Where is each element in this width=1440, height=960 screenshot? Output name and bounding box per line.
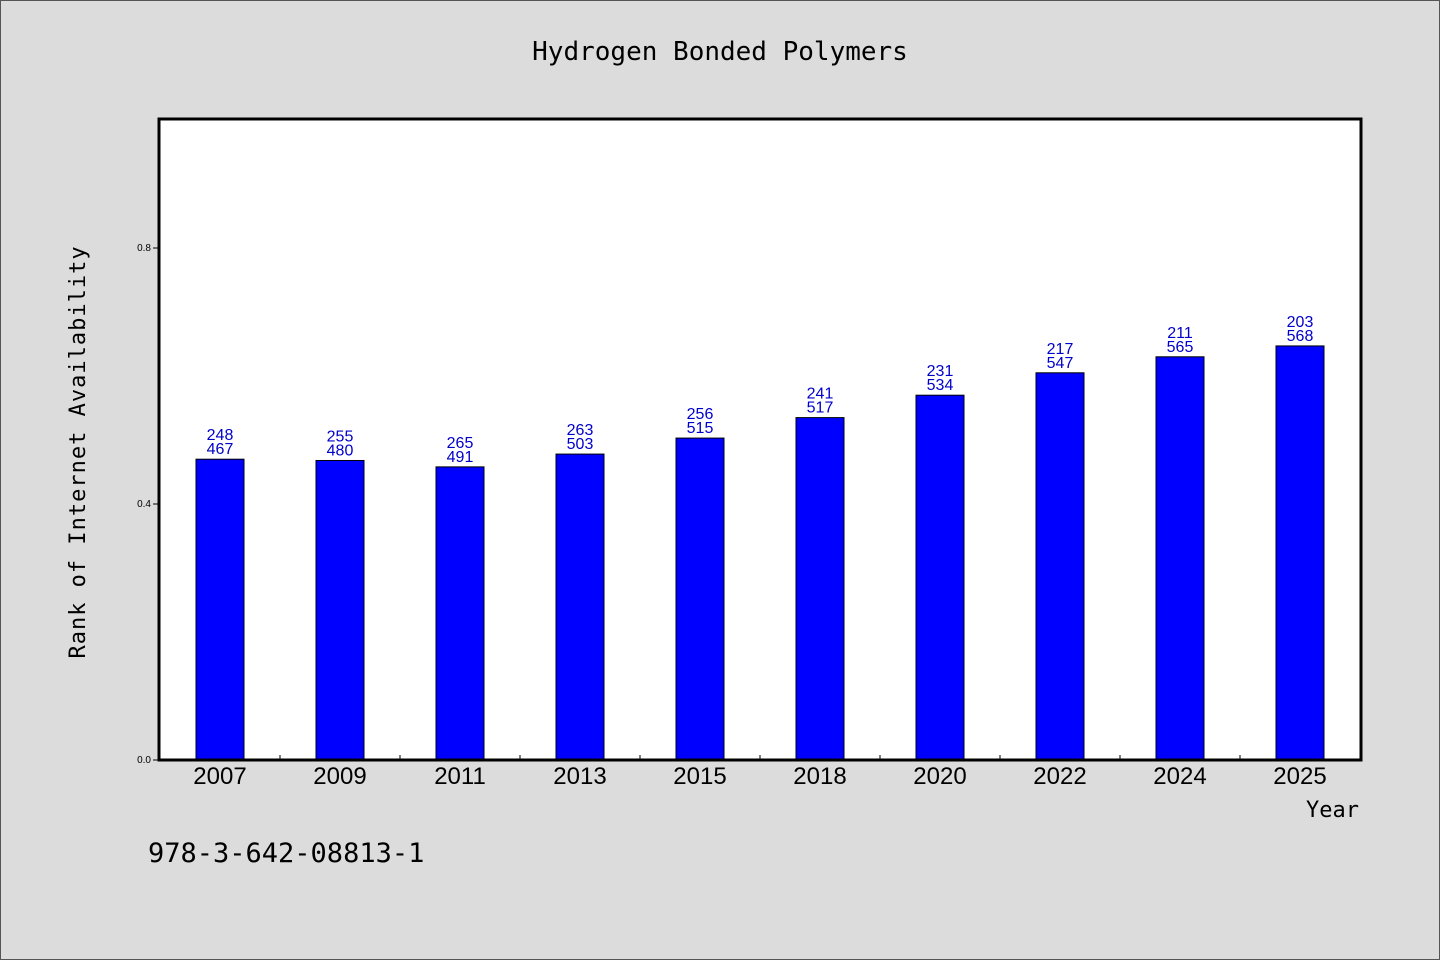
footer-isbn: 978-3-642-08813-1 (148, 838, 424, 869)
x-tick-label-2022: 2022 (1033, 763, 1086, 790)
y-axis-label: Rank of Internet Availability (66, 245, 91, 658)
bar-2018 (795, 417, 845, 761)
data-label-bottom-2015: 515 (687, 420, 714, 437)
data-label-bottom-2009: 480 (327, 442, 354, 459)
data-label-top-2024: 211 (1167, 325, 1193, 342)
x-tick-label-2024: 2024 (1153, 763, 1206, 790)
data-label-top-2022: 217 (1047, 341, 1074, 358)
bar-2009 (315, 459, 365, 761)
x-tick-label-2015: 2015 (673, 763, 726, 790)
data-label-top-2018: 241 (807, 386, 834, 403)
x-tick-label-2013: 2013 (553, 763, 606, 790)
bar-2011 (435, 466, 485, 761)
data-label-top-2020: 231 (927, 363, 954, 380)
data-label-top-2011: 265 (447, 435, 474, 452)
y-tick-label-2: 0.8 (137, 243, 151, 254)
data-label-bottom-2018: 517 (807, 400, 834, 417)
data-label-top-2009: 255 (327, 428, 354, 445)
chart-title: Hydrogen Bonded Polymers (532, 37, 908, 67)
data-label-top-2015: 256 (687, 406, 714, 423)
y-tick-label-0: 0.0 (137, 755, 151, 766)
x-tick-label-2009: 2009 (313, 763, 366, 790)
x-axis: 2007 2009 2011 2013 2015 2018 2020 2022 2024 2025 (193, 755, 1327, 790)
data-label-bottom-2011: 491 (447, 449, 474, 466)
x-tick-label-2025: 2025 (1273, 763, 1326, 790)
bar-2022 (1035, 372, 1085, 761)
bar-2013 (555, 453, 605, 761)
x-tick-label-2020: 2020 (913, 763, 966, 790)
data-label-top-2013: 263 (567, 422, 594, 439)
x-tick-label-2018: 2018 (793, 763, 846, 790)
bar-2007 (195, 458, 245, 761)
bar-2020 (915, 394, 965, 761)
y-tick-label-1: 0.4 (137, 499, 151, 510)
y-axis: 0.0 0.4 0.8 (137, 243, 160, 766)
data-label-top-2007: 248 (207, 427, 234, 444)
bar-2024 (1155, 356, 1205, 761)
x-tick-label-2007: 2007 (193, 763, 246, 790)
x-axis-label: Year (1306, 798, 1359, 823)
data-label-bottom-2025: 568 (1287, 328, 1314, 345)
data-label-bottom-2024: 565 (1167, 339, 1194, 356)
data-label-bottom-2022: 547 (1047, 355, 1074, 372)
bar-2015 (675, 437, 725, 761)
bars-layer (195, 345, 1325, 761)
plot-border (157, 117, 1363, 762)
data-label-bottom-2013: 503 (567, 436, 594, 453)
data-label-bottom-2007: 467 (207, 441, 234, 458)
bar-2025 (1275, 345, 1325, 761)
data-label-top-2025: 203 (1287, 314, 1314, 331)
x-tick-label-2011: 2011 (434, 763, 486, 790)
data-label-bottom-2020: 534 (927, 377, 954, 394)
